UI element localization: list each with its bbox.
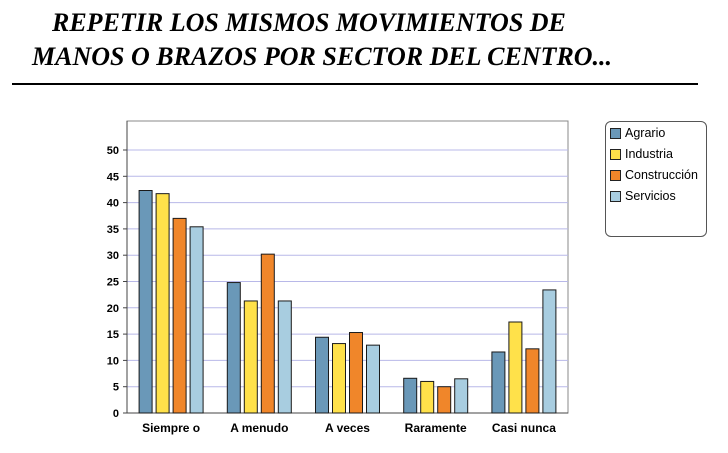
- bar-industria-1: [243, 300, 258, 414]
- bar-construccion-3: [437, 386, 452, 414]
- bar-agrario-2: [315, 336, 329, 414]
- bar-servicios-4: [542, 289, 557, 414]
- bar-industria-4: [508, 321, 523, 414]
- legend-label-construccion: Construcción: [625, 168, 698, 182]
- bar-agrario-4: [491, 351, 506, 414]
- x-tick-label: A menudo: [230, 421, 288, 435]
- bar-servicios-3: [454, 378, 469, 414]
- bar-construccion-1: [260, 253, 275, 414]
- bar-servicios-0: [189, 226, 204, 414]
- bar-servicios-2: [366, 344, 380, 414]
- y-tick-label: 35: [107, 224, 119, 236]
- title-line-2: MANOS O BRAZOS POR SECTOR DEL CENTRO...: [32, 42, 613, 71]
- y-tick-label: 40: [107, 198, 119, 210]
- title-underline: [12, 83, 698, 85]
- y-tick-label: 10: [107, 355, 119, 367]
- bar-industria-3: [420, 380, 435, 414]
- bar-servicios-1: [277, 300, 292, 414]
- legend-item-agrario: Agrario: [610, 126, 704, 141]
- y-tick-label: 50: [107, 145, 119, 157]
- bar-construccion-0: [172, 217, 187, 414]
- title-line-1: REPETIR LOS MISMOS MOVIMIENTOS DE: [52, 8, 566, 37]
- y-tick-label: 15: [107, 329, 119, 341]
- legend-label-industria: Industria: [625, 147, 673, 161]
- x-tick-label: Casi nunca: [492, 421, 556, 435]
- legend-item-industria: Industria: [610, 147, 704, 162]
- x-tick-label: A veces: [325, 421, 370, 435]
- legend-item-servicios: Servicios: [610, 189, 704, 204]
- legend-swatch-agrario: [610, 128, 621, 139]
- bar-construccion-2: [349, 332, 363, 414]
- legend-swatch-industria: [610, 149, 621, 160]
- x-tick-label: Siempre o: [142, 421, 200, 435]
- legend-swatch-servicios: [610, 191, 621, 202]
- y-tick-label: 45: [107, 171, 119, 183]
- legend: Agrario Industria Construcción Servicios: [605, 121, 707, 237]
- legend-item-construccion: Construcción: [610, 168, 704, 183]
- bar-industria-2: [332, 343, 346, 414]
- bar-industria-0: [155, 193, 170, 414]
- y-tick-label: 30: [107, 250, 119, 262]
- bar-agrario-0: [138, 190, 153, 414]
- y-tick-label: 20: [107, 303, 119, 315]
- bar-agrario-3: [403, 377, 418, 414]
- bar-construccion-4: [525, 348, 540, 414]
- legend-label-agrario: Agrario: [625, 126, 666, 140]
- x-tick-label: Raramente: [405, 421, 467, 435]
- y-tick-label: 5: [113, 382, 119, 394]
- y-tick-label: 0: [113, 408, 119, 420]
- legend-swatch-construccion: [610, 170, 621, 181]
- legend-label-servicios: Servicios: [625, 189, 676, 203]
- bar-agrario-1: [226, 282, 241, 414]
- y-tick-label: 25: [107, 277, 119, 289]
